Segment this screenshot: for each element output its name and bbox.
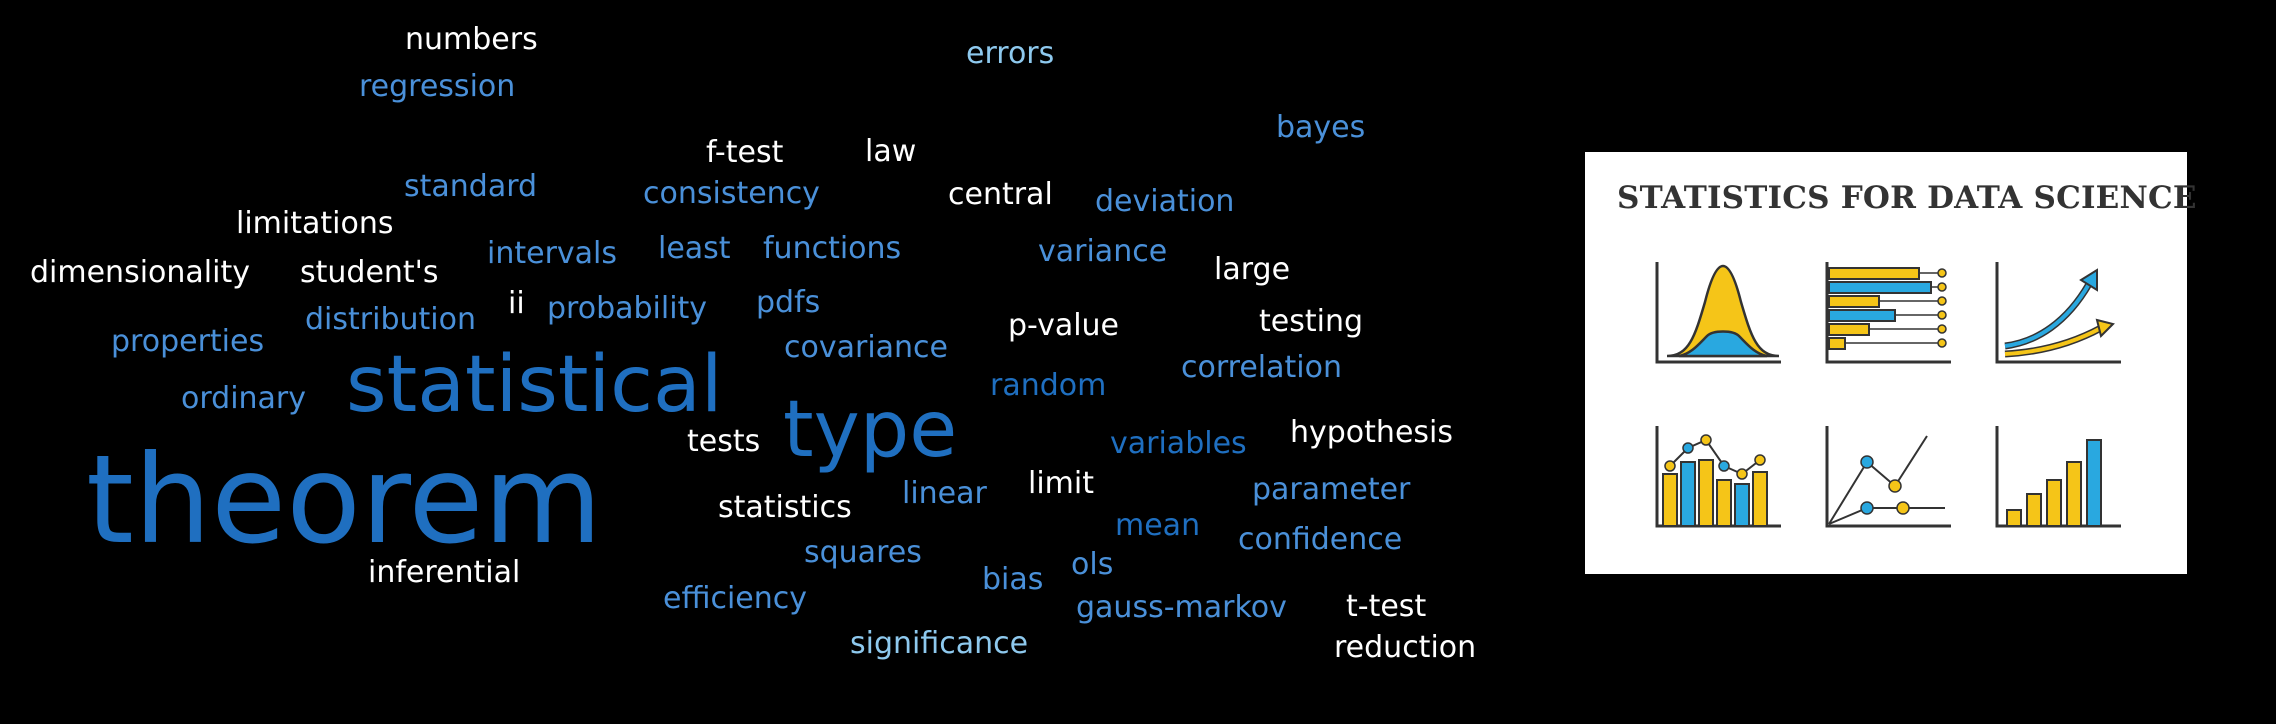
- statistics-card: STATISTICS FOR DATA SCIENCE: [1585, 152, 2197, 574]
- word-cloud-term: central: [948, 177, 1053, 213]
- word-cloud-term: properties: [111, 324, 265, 360]
- word-cloud-term: gauss-markov: [1076, 590, 1287, 626]
- word-cloud-term: large: [1214, 252, 1291, 288]
- word-cloud-term: f-test: [706, 135, 784, 171]
- word-cloud-term: functions: [763, 231, 902, 267]
- word-cloud-term: hypothesis: [1290, 415, 1453, 451]
- word-cloud-term: bayes: [1276, 110, 1366, 146]
- word-cloud-term: dimensionality: [30, 255, 250, 291]
- word-cloud-term: parameter: [1252, 472, 1411, 508]
- word-cloud-term: theorem: [86, 428, 603, 571]
- bar-line-combo-icon: [1655, 426, 1781, 528]
- word-cloud-term: p-value: [1008, 308, 1120, 344]
- word-cloud-term: regression: [359, 69, 516, 105]
- card-title: STATISTICS FOR DATA SCIENCE: [1617, 180, 2197, 216]
- word-cloud-term: correlation: [1181, 350, 1342, 386]
- word-cloud-term: squares: [804, 535, 922, 571]
- card-icon-grid: [1655, 262, 2121, 528]
- word-cloud-term: errors: [966, 36, 1055, 72]
- word-cloud-term: numbers: [405, 22, 538, 58]
- word-cloud-term: confidence: [1238, 522, 1403, 558]
- word-cloud-term: standard: [404, 169, 538, 205]
- word-cloud-term: ordinary: [181, 381, 307, 417]
- word-cloud-term: student's: [300, 255, 439, 291]
- word-cloud-term: intervals: [487, 236, 618, 272]
- word-cloud-term: linear: [902, 476, 987, 512]
- bell-curve-icon: [1655, 262, 1781, 364]
- word-cloud-term: variance: [1038, 234, 1168, 270]
- word-cloud-term: mean: [1115, 508, 1201, 544]
- word-cloud-term: random: [990, 368, 1107, 404]
- word-cloud-term: pdfs: [756, 285, 821, 321]
- word-cloud-term: inferential: [368, 555, 521, 591]
- word-cloud-term: covariance: [784, 330, 949, 366]
- word-cloud-term: law: [865, 134, 917, 170]
- trend-arrows-icon: [1995, 262, 2121, 364]
- word-cloud-term: least: [658, 231, 731, 267]
- word-cloud-term: variables: [1110, 426, 1247, 462]
- word-cloud-term: limitations: [236, 206, 394, 242]
- word-cloud-term: efficiency: [663, 581, 808, 617]
- word-cloud-term: deviation: [1095, 184, 1235, 220]
- rising-bars-icon: [1995, 426, 2121, 528]
- word-cloud-term: significance: [850, 626, 1029, 662]
- word-cloud: numbers errors regression bayes f-test law sta…: [30, 22, 1477, 666]
- word-cloud-term: t-test: [1346, 589, 1427, 625]
- scatter-line-icon: [1825, 426, 1951, 528]
- word-cloud-term: tests: [687, 424, 761, 460]
- word-cloud-term: testing: [1259, 304, 1364, 340]
- word-cloud-term: bias: [982, 562, 1044, 598]
- word-cloud-term: type: [783, 385, 958, 476]
- horizontal-bar-icon: [1825, 262, 1951, 364]
- word-cloud-term: distribution: [305, 302, 476, 338]
- word-cloud-term: limit: [1028, 466, 1094, 502]
- word-cloud-term: statistics: [718, 490, 852, 526]
- word-cloud-term: probability: [547, 291, 708, 327]
- word-cloud-term: reduction: [1334, 630, 1477, 666]
- word-cloud-term: statistical: [346, 340, 723, 431]
- word-cloud-term: ii: [508, 286, 525, 322]
- word-cloud-term: consistency: [643, 176, 820, 212]
- word-cloud-term: ols: [1071, 547, 1114, 583]
